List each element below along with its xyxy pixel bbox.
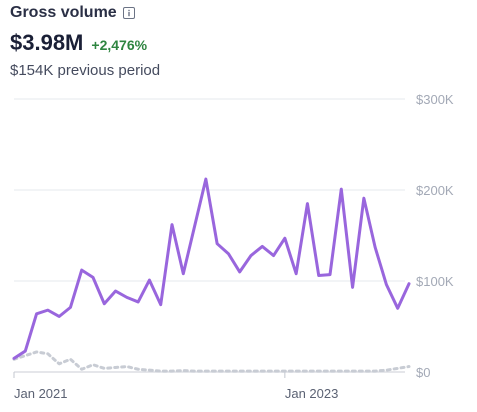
chart-title: Gross volume <box>10 4 117 21</box>
value-row: $3.98M +2,476% <box>10 30 470 56</box>
previous-period-line <box>12 350 411 373</box>
gross-volume-value: $3.98M <box>10 30 84 55</box>
y-tick-label: $200K <box>416 183 454 198</box>
y-tick-label: $300K <box>416 92 454 107</box>
y-tick-label: $0 <box>416 365 430 380</box>
x-tick-label: Jan 2021 <box>14 386 68 401</box>
change-percentage: +2,476% <box>91 37 148 53</box>
info-glyph <box>128 9 130 17</box>
previous-period-value: $154K previous period <box>10 62 161 79</box>
gross-volume-line <box>12 177 411 360</box>
title-row: Gross volume <box>10 2 470 24</box>
x-tick-label: Jan 2023 <box>285 386 339 401</box>
chart-header: Gross volume $3.98M +2,476% $154K previo… <box>10 2 470 79</box>
info-icon[interactable] <box>122 7 135 19</box>
y-tick-label: $100K <box>416 274 454 289</box>
